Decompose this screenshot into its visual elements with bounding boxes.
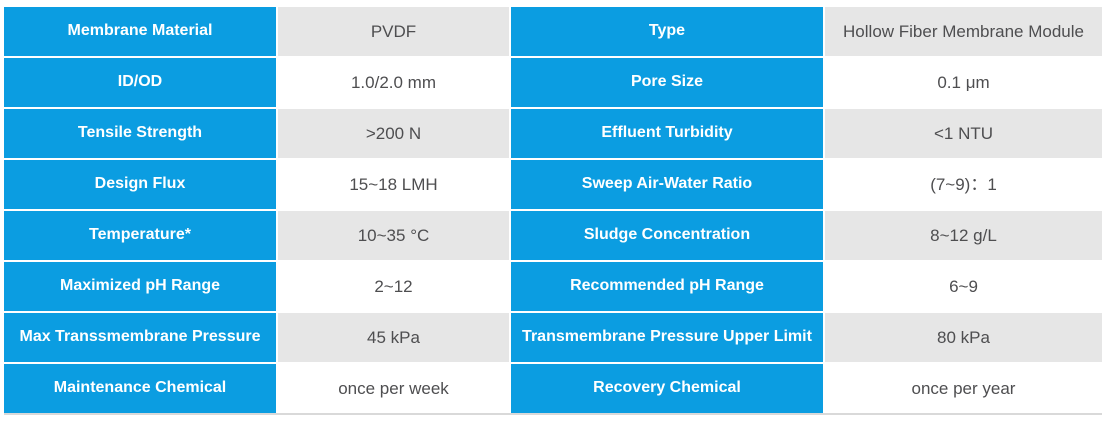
- spec-value-cell: 80 kPa: [825, 313, 1102, 362]
- spec-label-cell: Design Flux: [4, 160, 276, 209]
- spec-value-cell: 0.1 μm: [825, 58, 1102, 107]
- spec-value-cell: 8~12 g/L: [825, 211, 1102, 260]
- spec-label-cell: Temperature*: [4, 211, 276, 260]
- spec-value-cell: 15~18 LMH: [278, 160, 509, 209]
- spec-label-cell: Type: [511, 7, 823, 56]
- spec-value-cell: 2~12: [278, 262, 509, 311]
- spec-value-cell: 1.0/2.0 mm: [278, 58, 509, 107]
- spec-label-cell: Recovery Chemical: [511, 364, 823, 413]
- spec-value-cell: (7~9)：1: [825, 160, 1102, 209]
- spec-value-cell: once per year: [825, 364, 1102, 413]
- spec-label-cell: ID/OD: [4, 58, 276, 107]
- spec-label-cell: Effluent Turbidity: [511, 109, 823, 158]
- spec-label-cell: Recommended pH Range: [511, 262, 823, 311]
- spec-value-cell: <1 NTU: [825, 109, 1102, 158]
- spec-value-cell: once per week: [278, 364, 509, 413]
- spec-value-cell: 10~35 °C: [278, 211, 509, 260]
- spec-label-cell: Maximized pH Range: [4, 262, 276, 311]
- spec-label-cell: Maintenance Chemical: [4, 364, 276, 413]
- spec-label-cell: Membrane Material: [4, 7, 276, 56]
- spec-label-cell: Sludge Concentration: [511, 211, 823, 260]
- spec-label-cell: Pore Size: [511, 58, 823, 107]
- spec-value-cell: 6~9: [825, 262, 1102, 311]
- spec-label-cell: Transmembrane Pressure Upper Limit: [511, 313, 823, 362]
- spec-value-cell: PVDF: [278, 7, 509, 56]
- spec-label-cell: Tensile Strength: [4, 109, 276, 158]
- spec-value-cell: >200 N: [278, 109, 509, 158]
- spec-table: Membrane Material PVDF Type Hollow Fiber…: [4, 7, 1102, 415]
- spec-value-cell: 45 kPa: [278, 313, 509, 362]
- spec-label-cell: Sweep Air-Water Ratio: [511, 160, 823, 209]
- spec-label-cell: Max Transsmembrane Pressure: [4, 313, 276, 362]
- spec-value-cell: Hollow Fiber Membrane Module: [825, 7, 1102, 56]
